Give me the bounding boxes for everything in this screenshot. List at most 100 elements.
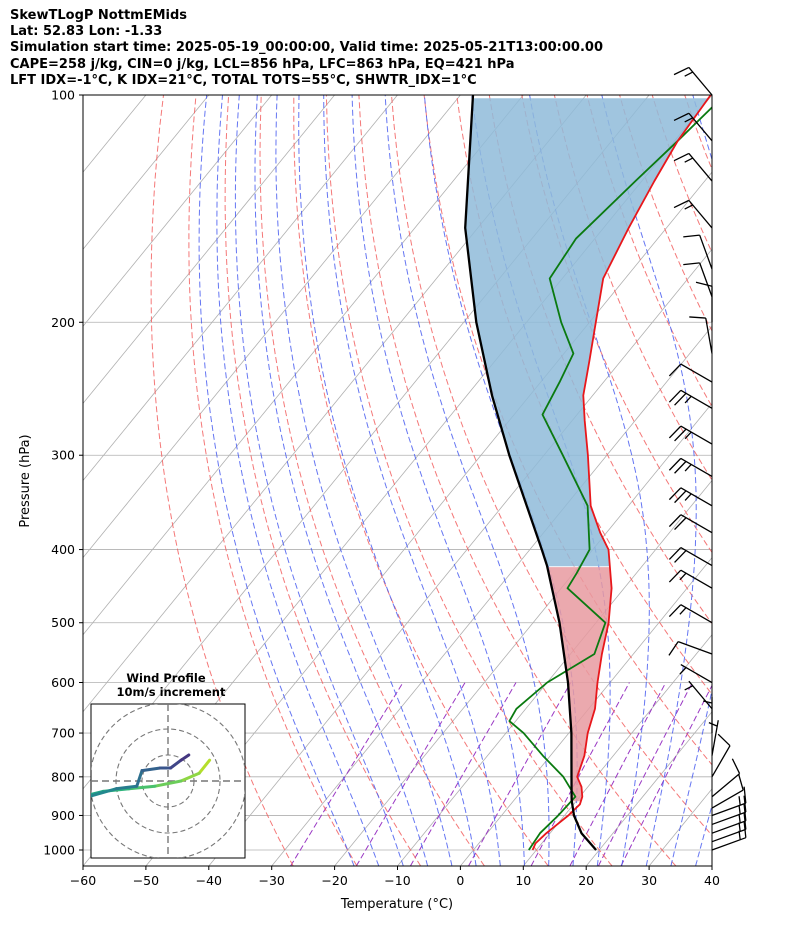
wind-barb — [668, 487, 713, 507]
moist-adiabat-line — [384, 95, 550, 866]
wind-barb-feather — [668, 569, 682, 583]
wind-barb-feather — [743, 795, 747, 813]
wind-barb-half-feather — [679, 667, 687, 675]
dry-adiabat-line — [188, 95, 358, 866]
cape-cin-fill — [465, 98, 709, 802]
moist-adiabat-line — [423, 95, 578, 866]
mixing-ratio-line — [530, 682, 630, 866]
wind-barb — [683, 262, 713, 297]
wind-barb-feather — [743, 786, 747, 804]
wind-barb-half-feather — [738, 830, 741, 840]
x-tick-label: 20 — [578, 873, 594, 888]
wind-barb-feather — [674, 392, 687, 406]
wind-barb-feather — [743, 821, 747, 838]
isotherm-gridline — [83, 95, 84, 96]
temperature-line — [531, 95, 712, 851]
wind-barb-feather — [683, 234, 700, 238]
dry-adiabat-line — [750, 95, 794, 866]
dry-adiabat-line — [391, 95, 712, 837]
isotherm-gridline — [83, 95, 210, 250]
wind-barb — [711, 733, 731, 778]
mixing-ratio-line — [355, 682, 466, 866]
hodograph-trace-segment — [169, 758, 183, 770]
hodograph-trace-segment — [114, 784, 139, 791]
x-tick-label: 40 — [704, 873, 720, 888]
wind-barb — [683, 234, 713, 270]
hodograph-trace-segment — [179, 753, 191, 762]
wind-barb-feather — [674, 517, 687, 531]
wind-barb-feather — [717, 733, 731, 747]
wind-barb — [703, 697, 713, 734]
hodograph-inset: Wind Profile 10m/s increment — [80, 671, 246, 859]
hodograph-trace-segment — [80, 797, 83, 800]
wind-barb-staff — [680, 363, 713, 383]
y-tick-label: 600 — [51, 675, 75, 690]
wind-barb-half-feather — [684, 395, 692, 404]
y-tick-label: 300 — [51, 448, 75, 463]
dry-adiabat-line — [293, 95, 549, 866]
profile-lines — [464, 95, 712, 851]
hodograph-trace-segment — [153, 779, 183, 788]
wind-barb — [668, 569, 713, 589]
wind-barb-feather — [674, 490, 687, 504]
hodograph-trace-segment — [140, 766, 162, 773]
wind-barb-feather — [689, 316, 706, 319]
wind-barb-half-feather — [684, 117, 694, 123]
mixing-ratio-line — [569, 682, 667, 866]
isotherm-gridline — [522, 634, 712, 866]
hodograph-subtitle: 10m/s increment — [117, 685, 226, 699]
wind-barb-half-feather — [684, 204, 694, 210]
moist-adiabat-line — [351, 95, 525, 866]
moist-adiabat-line — [198, 95, 355, 866]
cin-area-fill — [465, 98, 709, 567]
wind-barb — [711, 758, 741, 798]
wind-barb-feather — [743, 812, 747, 830]
moist-adiabat-line — [529, 95, 650, 866]
title-line-times: Simulation start time: 2025-05-19_00:00:… — [10, 40, 603, 56]
x-tick-label: −60 — [70, 873, 96, 888]
wind-barb-feather — [673, 199, 690, 209]
wind-barb — [689, 316, 713, 354]
axis-ticks: −60 −50 −40 −30 −20 −10 0 10 20 30 40 1000 900 800 700… — [43, 88, 720, 889]
isotherm-gridline — [585, 711, 712, 866]
wind-barb-feather — [673, 152, 690, 162]
isotherm-gridline — [83, 95, 335, 405]
wind-barb-feather — [668, 425, 682, 439]
wind-barbs — [668, 66, 747, 851]
moist-adiabat-line — [298, 95, 477, 866]
wind-barb-staff — [699, 262, 713, 297]
wind-barb-feather — [668, 547, 682, 560]
wind-barb — [679, 663, 713, 684]
cape-area-fill — [547, 567, 612, 802]
wind-barb-half-feather — [684, 493, 692, 501]
wind-barb — [708, 720, 719, 756]
isotherm-gridline — [711, 865, 712, 866]
wind-barb — [668, 514, 713, 534]
x-tick-label: −30 — [259, 873, 285, 888]
isotherm-gridline — [145, 171, 712, 866]
y-tick-label: 700 — [51, 726, 75, 741]
mixing-ratio-line — [620, 684, 712, 866]
wind-barb — [668, 457, 713, 477]
wind-barb-half-feather — [684, 463, 692, 472]
wind-barb-feather — [668, 514, 682, 528]
x-tick-label: 30 — [641, 873, 657, 888]
moist-adiabat-line — [670, 95, 712, 866]
hodograph-title: Wind Profile — [126, 671, 206, 685]
wind-barb — [711, 795, 747, 826]
wind-barb-half-feather — [703, 700, 713, 704]
wind-barb-staff — [711, 745, 731, 778]
title-line-indices: LFT IDX=-1°C, K IDX=21°C, TOTAL TOTS=55°… — [10, 72, 477, 88]
isotherm-gridline — [83, 95, 273, 327]
wind-barb-half-feather — [738, 822, 741, 832]
wind-barb — [711, 812, 747, 843]
mixing-ratio-line — [409, 682, 517, 866]
wind-barb — [668, 363, 713, 383]
dry-adiabat-line — [553, 95, 712, 482]
x-tick-label: −40 — [196, 873, 222, 888]
isotherm-gridline — [334, 402, 712, 866]
dry-adiabat-line — [783, 95, 794, 866]
wind-barb — [711, 821, 747, 851]
wind-barb-feather — [674, 460, 687, 474]
